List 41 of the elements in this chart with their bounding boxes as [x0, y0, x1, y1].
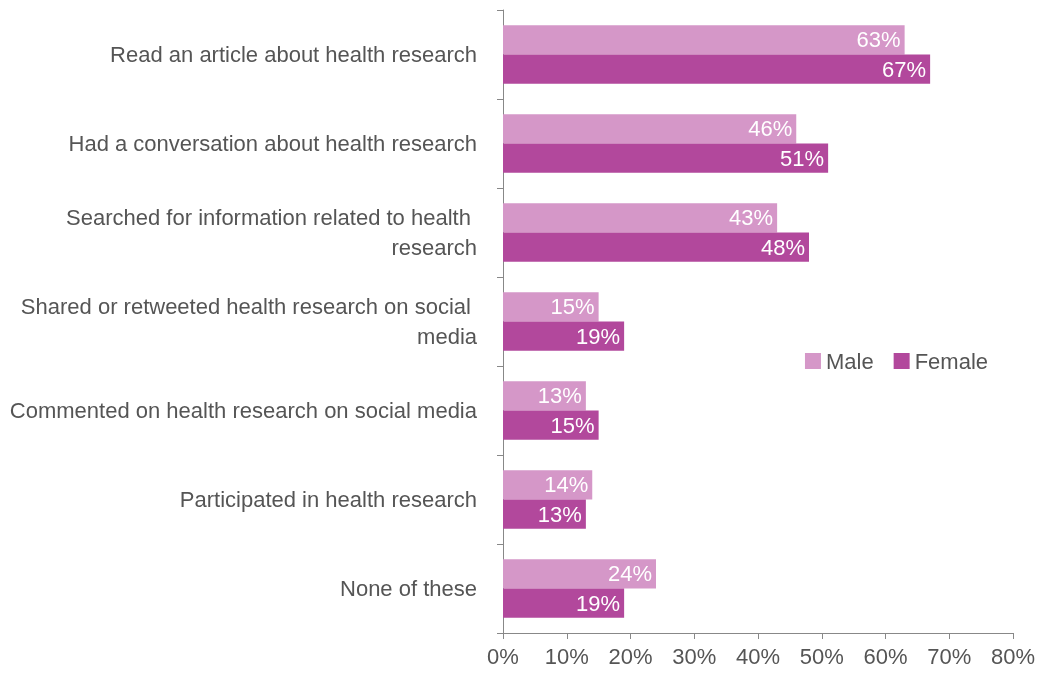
legend-label: Female [914, 348, 988, 374]
data-label: 24% [607, 561, 652, 587]
data-label: 13% [537, 383, 582, 409]
y-tick-label: Commented on health research on social media [9, 398, 478, 423]
data-label: 15% [550, 294, 595, 320]
data-label: 43% [729, 205, 774, 231]
y-tick-label: Shared or retweeted health research on social media [20, 294, 478, 349]
data-label: 14% [544, 472, 589, 498]
y-tick-label: None of these [340, 576, 477, 601]
legend-label: Male [825, 348, 874, 374]
data-label: 48% [760, 234, 805, 260]
y-tick-label: Had a conversation about health research [68, 131, 477, 156]
data-label: 19% [576, 323, 621, 349]
data-label: 51% [780, 145, 825, 171]
bar [503, 470, 593, 500]
bar [503, 203, 778, 233]
data-label: 63% [856, 27, 901, 53]
y-tick-label: Participated in health research [179, 487, 477, 512]
bar [503, 292, 599, 322]
x-tick-label: 20% [608, 643, 653, 669]
data-label: 13% [537, 501, 582, 527]
data-label: 15% [550, 412, 595, 438]
bar [503, 25, 905, 55]
x-tick-label: 0% [487, 643, 519, 669]
bar [503, 143, 829, 173]
x-tick-label: 50% [799, 643, 844, 669]
y-tick-label: Read an article about health research [110, 42, 477, 67]
bar [503, 114, 797, 144]
bar [503, 232, 809, 262]
data-label: 67% [882, 56, 927, 82]
x-tick-label: 40% [735, 643, 781, 669]
bar [503, 54, 931, 84]
x-tick-label: 30% [672, 643, 717, 669]
x-tick-label: 80% [990, 643, 1036, 669]
data-label: 19% [576, 590, 621, 616]
y-tick-label: Searched for information related to health research [66, 205, 477, 260]
x-tick-label: 10% [544, 643, 589, 669]
x-tick-label: 60% [863, 643, 908, 669]
x-tick-label: 70% [927, 643, 972, 669]
bar [503, 559, 656, 589]
data-label: 46% [748, 116, 793, 142]
